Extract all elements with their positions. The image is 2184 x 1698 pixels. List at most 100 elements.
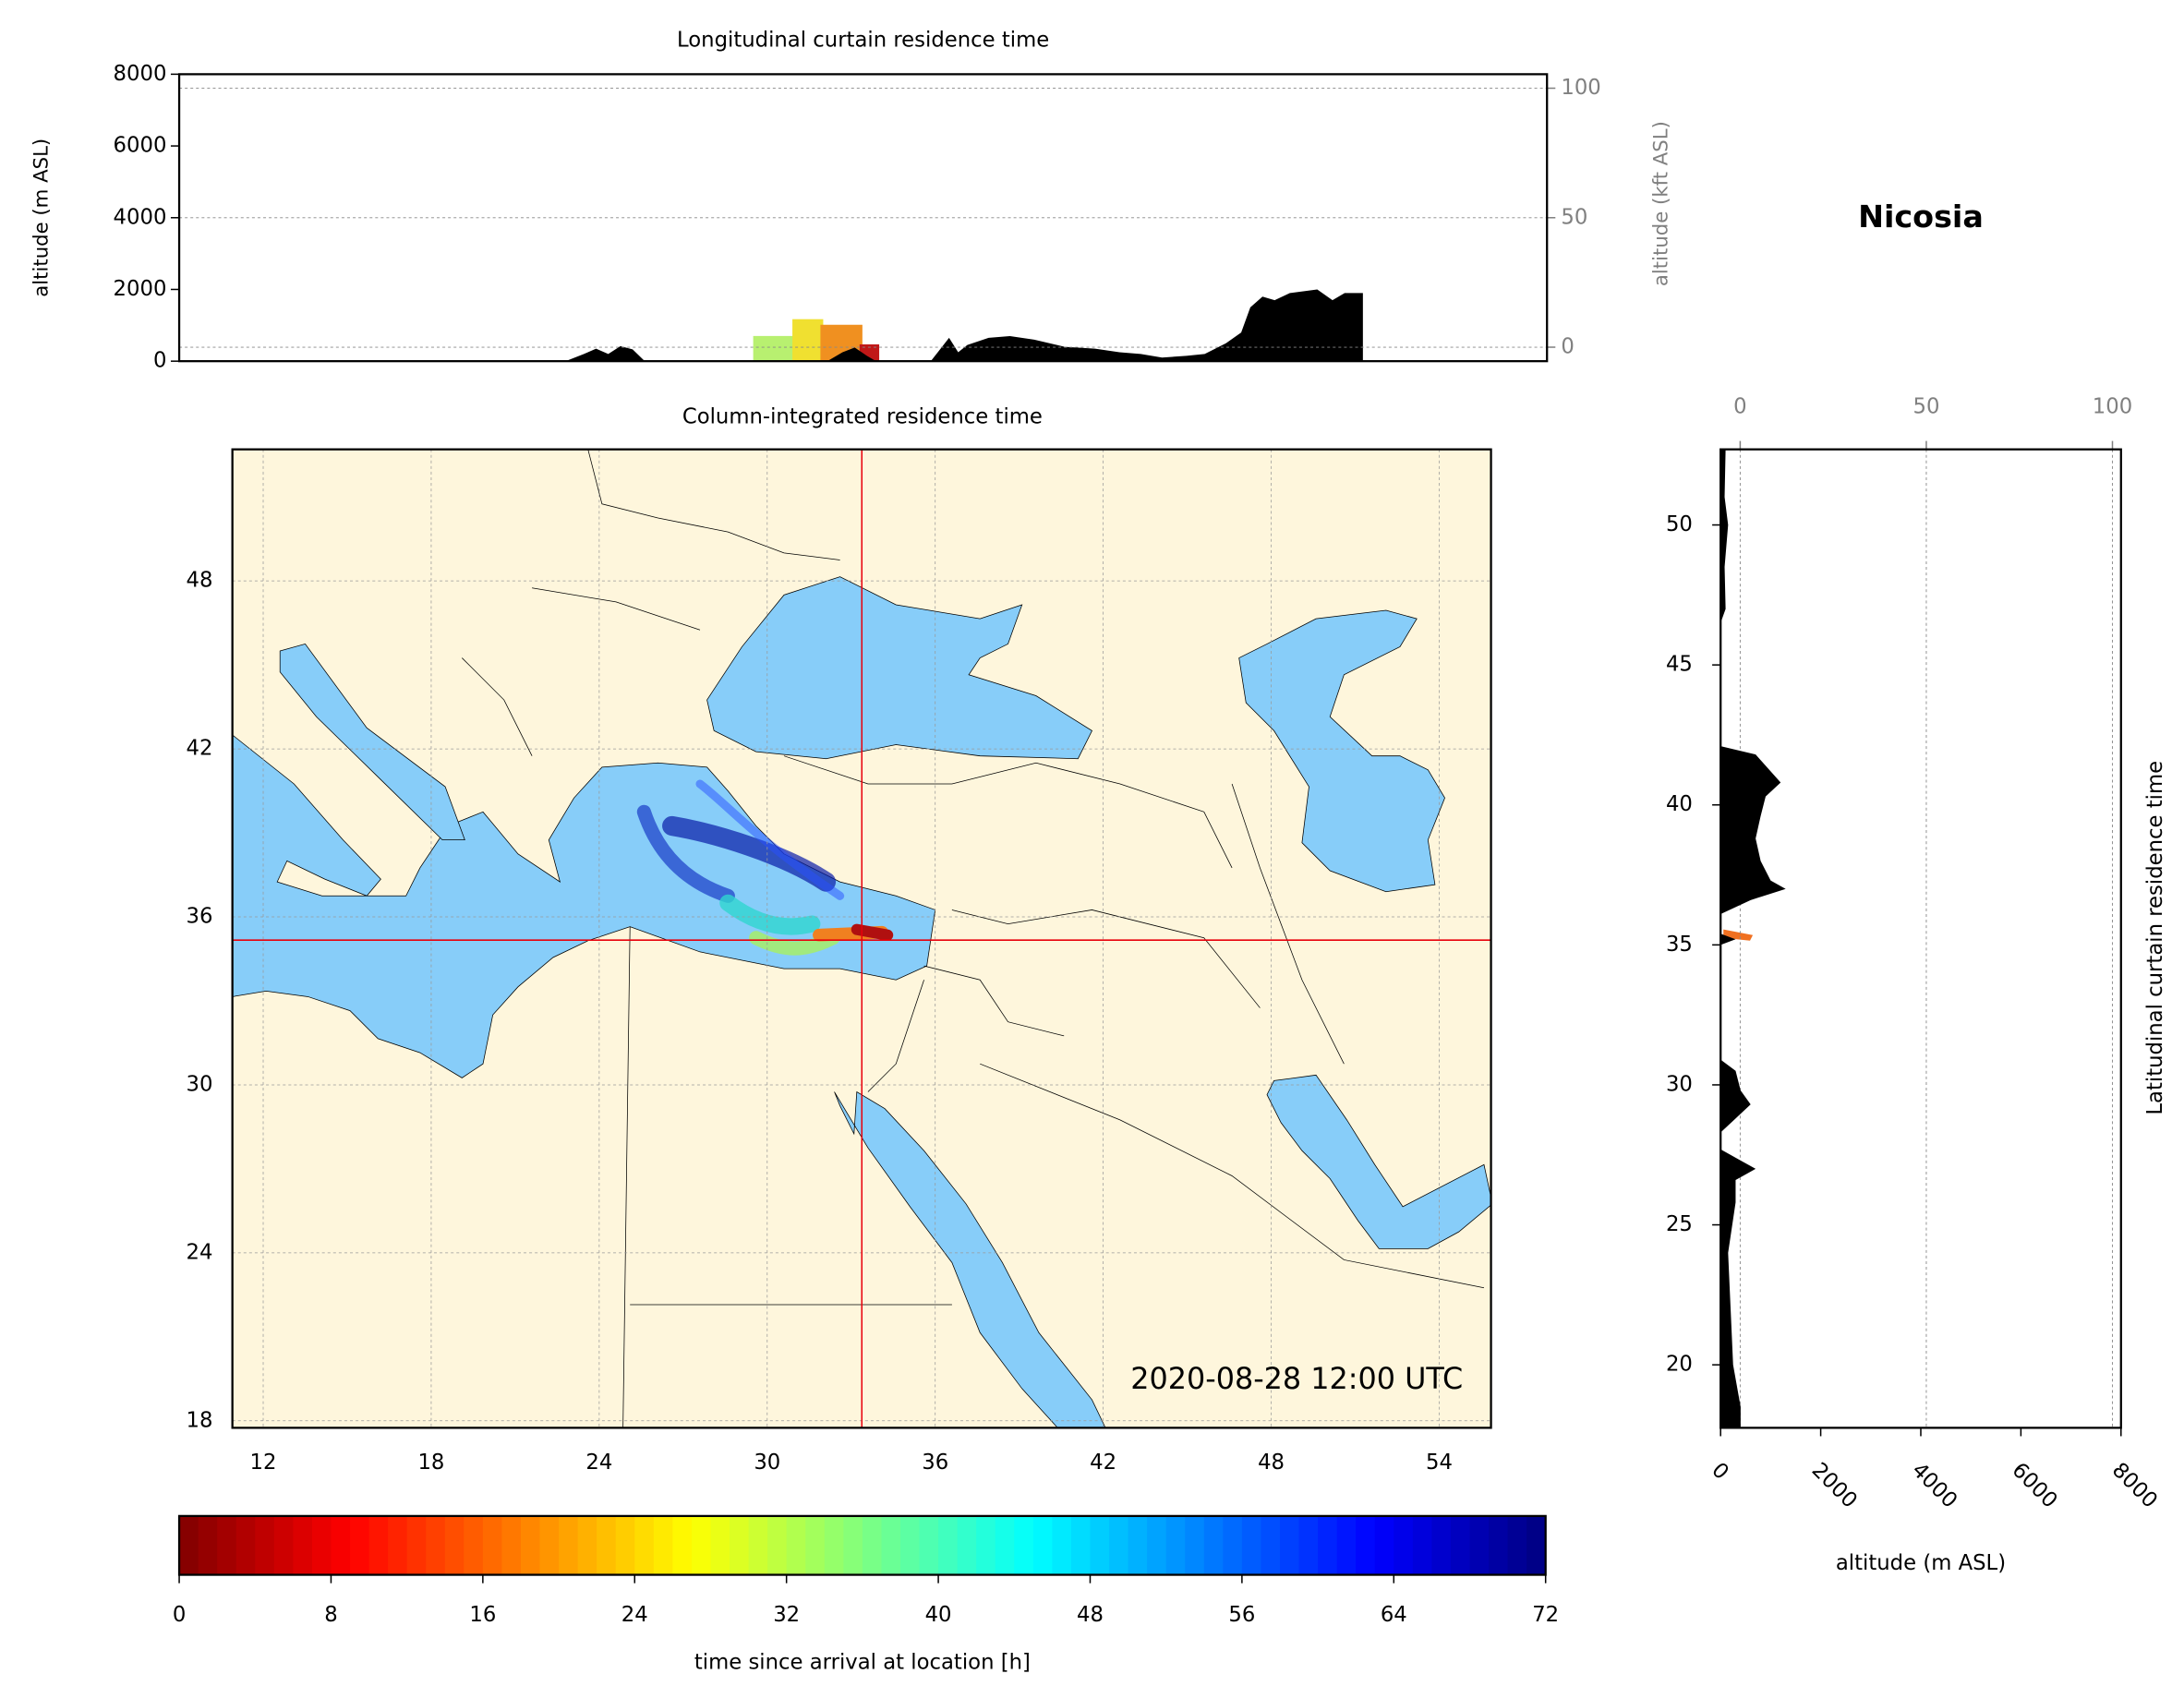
color-step — [388, 1515, 408, 1575]
color-step — [938, 1515, 959, 1575]
axes-frame — [1719, 448, 2122, 1429]
chart-title: Longitudinal curtain residence time — [677, 28, 1049, 52]
color-step — [767, 1515, 788, 1575]
color-step — [426, 1515, 446, 1575]
color-step — [350, 1515, 370, 1575]
color-step — [1507, 1515, 1527, 1575]
plume-block — [753, 335, 796, 362]
y-tick-label: 30 — [1666, 1072, 1693, 1096]
color-step — [1185, 1515, 1205, 1575]
colorbar-label: time since arrival at location [h] — [694, 1651, 1031, 1675]
color-step — [482, 1515, 503, 1575]
sea — [279, 643, 465, 841]
color-step — [1147, 1515, 1167, 1575]
color-step — [597, 1515, 617, 1575]
color-step — [1279, 1515, 1300, 1575]
color-step — [1356, 1515, 1376, 1575]
color-step — [1165, 1515, 1186, 1575]
color-step — [1261, 1515, 1281, 1575]
color-step — [957, 1515, 977, 1575]
y-tick-label: 8000 — [114, 62, 167, 86]
y-tick-label: 36 — [186, 905, 212, 929]
color-step — [919, 1515, 939, 1575]
color-step — [824, 1515, 845, 1575]
terrain-area — [565, 289, 1363, 362]
x-axis-label: altitude (m ASL) — [1836, 1551, 2006, 1575]
color-step — [1489, 1515, 1509, 1575]
color-step — [1223, 1515, 1243, 1575]
colorbar-tick-label: 8 — [324, 1603, 337, 1627]
color-step — [1394, 1515, 1414, 1575]
x2-tick-label: 100 — [2093, 395, 2132, 419]
color-step — [235, 1515, 257, 1575]
colorbar-tick-label: 32 — [773, 1603, 800, 1627]
border — [462, 449, 1485, 1428]
y2-tick-label: 0 — [1561, 335, 1574, 359]
color-step — [520, 1515, 541, 1575]
color-step — [331, 1515, 351, 1575]
y-tick-label: 6000 — [114, 134, 167, 158]
colorbar-tick-label: 64 — [1381, 1603, 1407, 1627]
date-annotation: 2020-08-28 12:00 UTC — [1130, 1361, 1463, 1396]
color-step — [730, 1515, 750, 1575]
y-tick-label: 35 — [1666, 933, 1693, 957]
color-step — [1374, 1515, 1395, 1575]
colorbar-tick-label: 24 — [621, 1603, 648, 1627]
axes-frame — [231, 448, 1492, 1429]
color-step — [862, 1515, 883, 1575]
color-step — [539, 1515, 560, 1575]
color-step — [464, 1515, 484, 1575]
color-step — [1128, 1515, 1148, 1575]
x-tick-label: 54 — [1426, 1451, 1453, 1475]
y-tick-label: 42 — [186, 737, 212, 761]
plume — [636, 779, 894, 956]
x2-tick-label: 0 — [1733, 395, 1746, 419]
y2-axis-label: altitude (kft ASL) — [1650, 121, 1673, 286]
y-tick-label: 40 — [1666, 792, 1693, 816]
color-step — [311, 1515, 332, 1575]
y-axis-label: altitude (m ASL) — [30, 138, 53, 297]
color-step — [501, 1515, 522, 1575]
color-step — [368, 1515, 389, 1575]
color-step — [881, 1515, 901, 1575]
x-tick-label: 36 — [922, 1451, 948, 1475]
color-step — [1014, 1515, 1034, 1575]
y-tick-label: 2000 — [114, 277, 167, 301]
color-step — [805, 1515, 826, 1575]
site-title: Nicosia — [1858, 199, 1984, 235]
color-step — [899, 1515, 921, 1575]
x-tick-label: 30 — [754, 1451, 780, 1475]
color-step — [179, 1515, 199, 1575]
color-step — [1090, 1515, 1110, 1575]
axes-frame — [177, 1514, 1547, 1576]
x-tick-label: 8000 — [2107, 1458, 2162, 1512]
color-step — [1336, 1515, 1357, 1575]
color-step — [577, 1515, 597, 1575]
x-tick-label: 12 — [250, 1451, 277, 1475]
color-step — [198, 1515, 218, 1575]
y-tick-label: 18 — [186, 1408, 212, 1432]
plume-trace — [719, 894, 821, 935]
x-tick-label: 48 — [1258, 1451, 1285, 1475]
y-tick-label: 4000 — [114, 205, 167, 229]
color-step — [1109, 1515, 1129, 1575]
y-tick-label: 24 — [186, 1240, 212, 1264]
y-tick-label: 45 — [1666, 653, 1693, 677]
color-step — [1526, 1515, 1547, 1575]
color-step — [691, 1515, 712, 1575]
y-axis-label: Latitudinal curtain residence time — [2143, 761, 2167, 1115]
x2-tick-label: 50 — [1913, 395, 1939, 419]
color-step — [273, 1515, 295, 1575]
color-step — [672, 1515, 693, 1575]
plume-trace — [749, 931, 840, 956]
color-step — [1032, 1515, 1054, 1575]
curtain-plume — [753, 319, 1754, 941]
colorbar-tick-label: 40 — [925, 1603, 952, 1627]
x-tick-label: 4000 — [1907, 1458, 1961, 1512]
y-tick-label: 0 — [153, 349, 166, 373]
color-step — [217, 1515, 237, 1575]
sea — [834, 1090, 1106, 1428]
plume-block — [792, 319, 824, 362]
sea — [1238, 609, 1445, 893]
